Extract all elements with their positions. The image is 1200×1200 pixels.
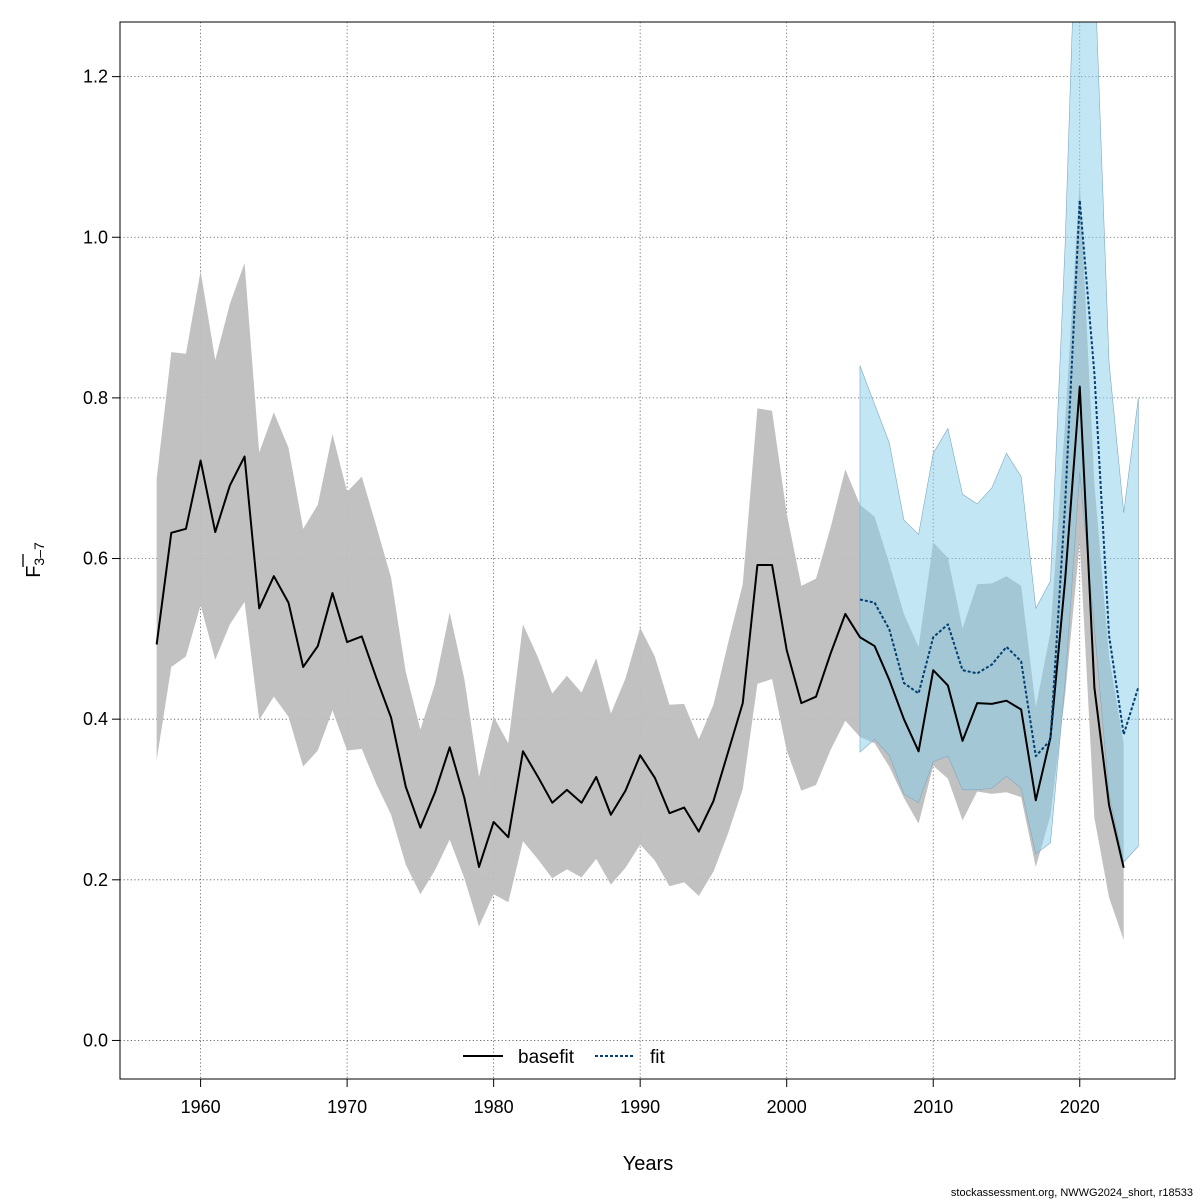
x-tick-label-2010: 2010 <box>913 1097 953 1117</box>
y-tick-label-0.2: 0.2 <box>83 870 108 890</box>
y-tick-label-1.2: 1.2 <box>83 67 108 87</box>
x-tick-label-2000: 2000 <box>767 1097 807 1117</box>
svg-text:F3–7: F3–7 <box>23 542 47 578</box>
x-tick-label-1960: 1960 <box>181 1097 221 1117</box>
y-tick-label-0.6: 0.6 <box>83 549 108 569</box>
x-axis: 1960 1970 1980 1990 2000 2010 2020 <box>181 1079 1100 1117</box>
legend-label-fit: fit <box>650 1047 666 1068</box>
plot-frame <box>119 21 1176 1080</box>
y-axis-title: F3–7 <box>22 542 47 578</box>
y-tick-label-1.0: 1.0 <box>83 227 108 247</box>
y-tick-label-0.8: 0.8 <box>83 388 108 408</box>
legend: basefit fit <box>463 1047 666 1068</box>
x-tick-label-1980: 1980 <box>474 1097 514 1117</box>
legend-label-basefit: basefit <box>518 1047 575 1068</box>
y-tick-label-0.4: 0.4 <box>83 709 108 729</box>
x-tick-label-1970: 1970 <box>327 1097 367 1117</box>
x-axis-title: Years <box>623 1153 673 1175</box>
y-axis-title-subscript: 3–7 <box>31 542 47 566</box>
footer-credit: stockassessment.org, NWWG2024_short, r18… <box>951 1187 1193 1199</box>
x-tick-label-2020: 2020 <box>1060 1097 1100 1117</box>
x-tick-label-1990: 1990 <box>620 1097 660 1117</box>
y-axis-title-main: F <box>23 566 45 578</box>
series-lines <box>155 199 1140 868</box>
series-line-basefit <box>155 385 1125 868</box>
y-axis: 0.0 0.2 0.4 0.6 0.8 1.0 1.2 <box>83 67 120 1050</box>
y-tick-label-0.0: 0.0 <box>83 1030 108 1050</box>
